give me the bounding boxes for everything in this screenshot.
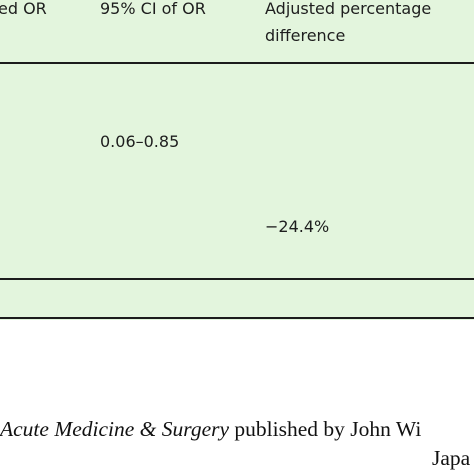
ci-value: 0.06–0.85 xyxy=(100,132,180,151)
adjusted-difference-value: −24.4% xyxy=(265,217,330,236)
table-panel: ed OR 95% CI of OR Adjusted percentage d… xyxy=(0,0,474,320)
journal-footer-line2: Japa xyxy=(432,446,471,470)
header-adjusted-percentage-difference: difference xyxy=(265,26,346,45)
header-adjusted-percentage: Adjusted percentage xyxy=(265,0,432,18)
header-adjusted-or: ed OR xyxy=(0,0,47,18)
publisher-text: published by John Wi xyxy=(229,417,422,441)
table-body-rule xyxy=(0,278,474,280)
table-header-rule xyxy=(0,62,474,64)
header-ci-of-or: 95% CI of OR xyxy=(100,0,206,18)
journal-name: Acute Medicine & Surgery xyxy=(0,417,230,441)
table-bottom-rule xyxy=(0,317,474,319)
journal-footer: Acute Medicine & Surgery published by Jo… xyxy=(0,416,421,442)
